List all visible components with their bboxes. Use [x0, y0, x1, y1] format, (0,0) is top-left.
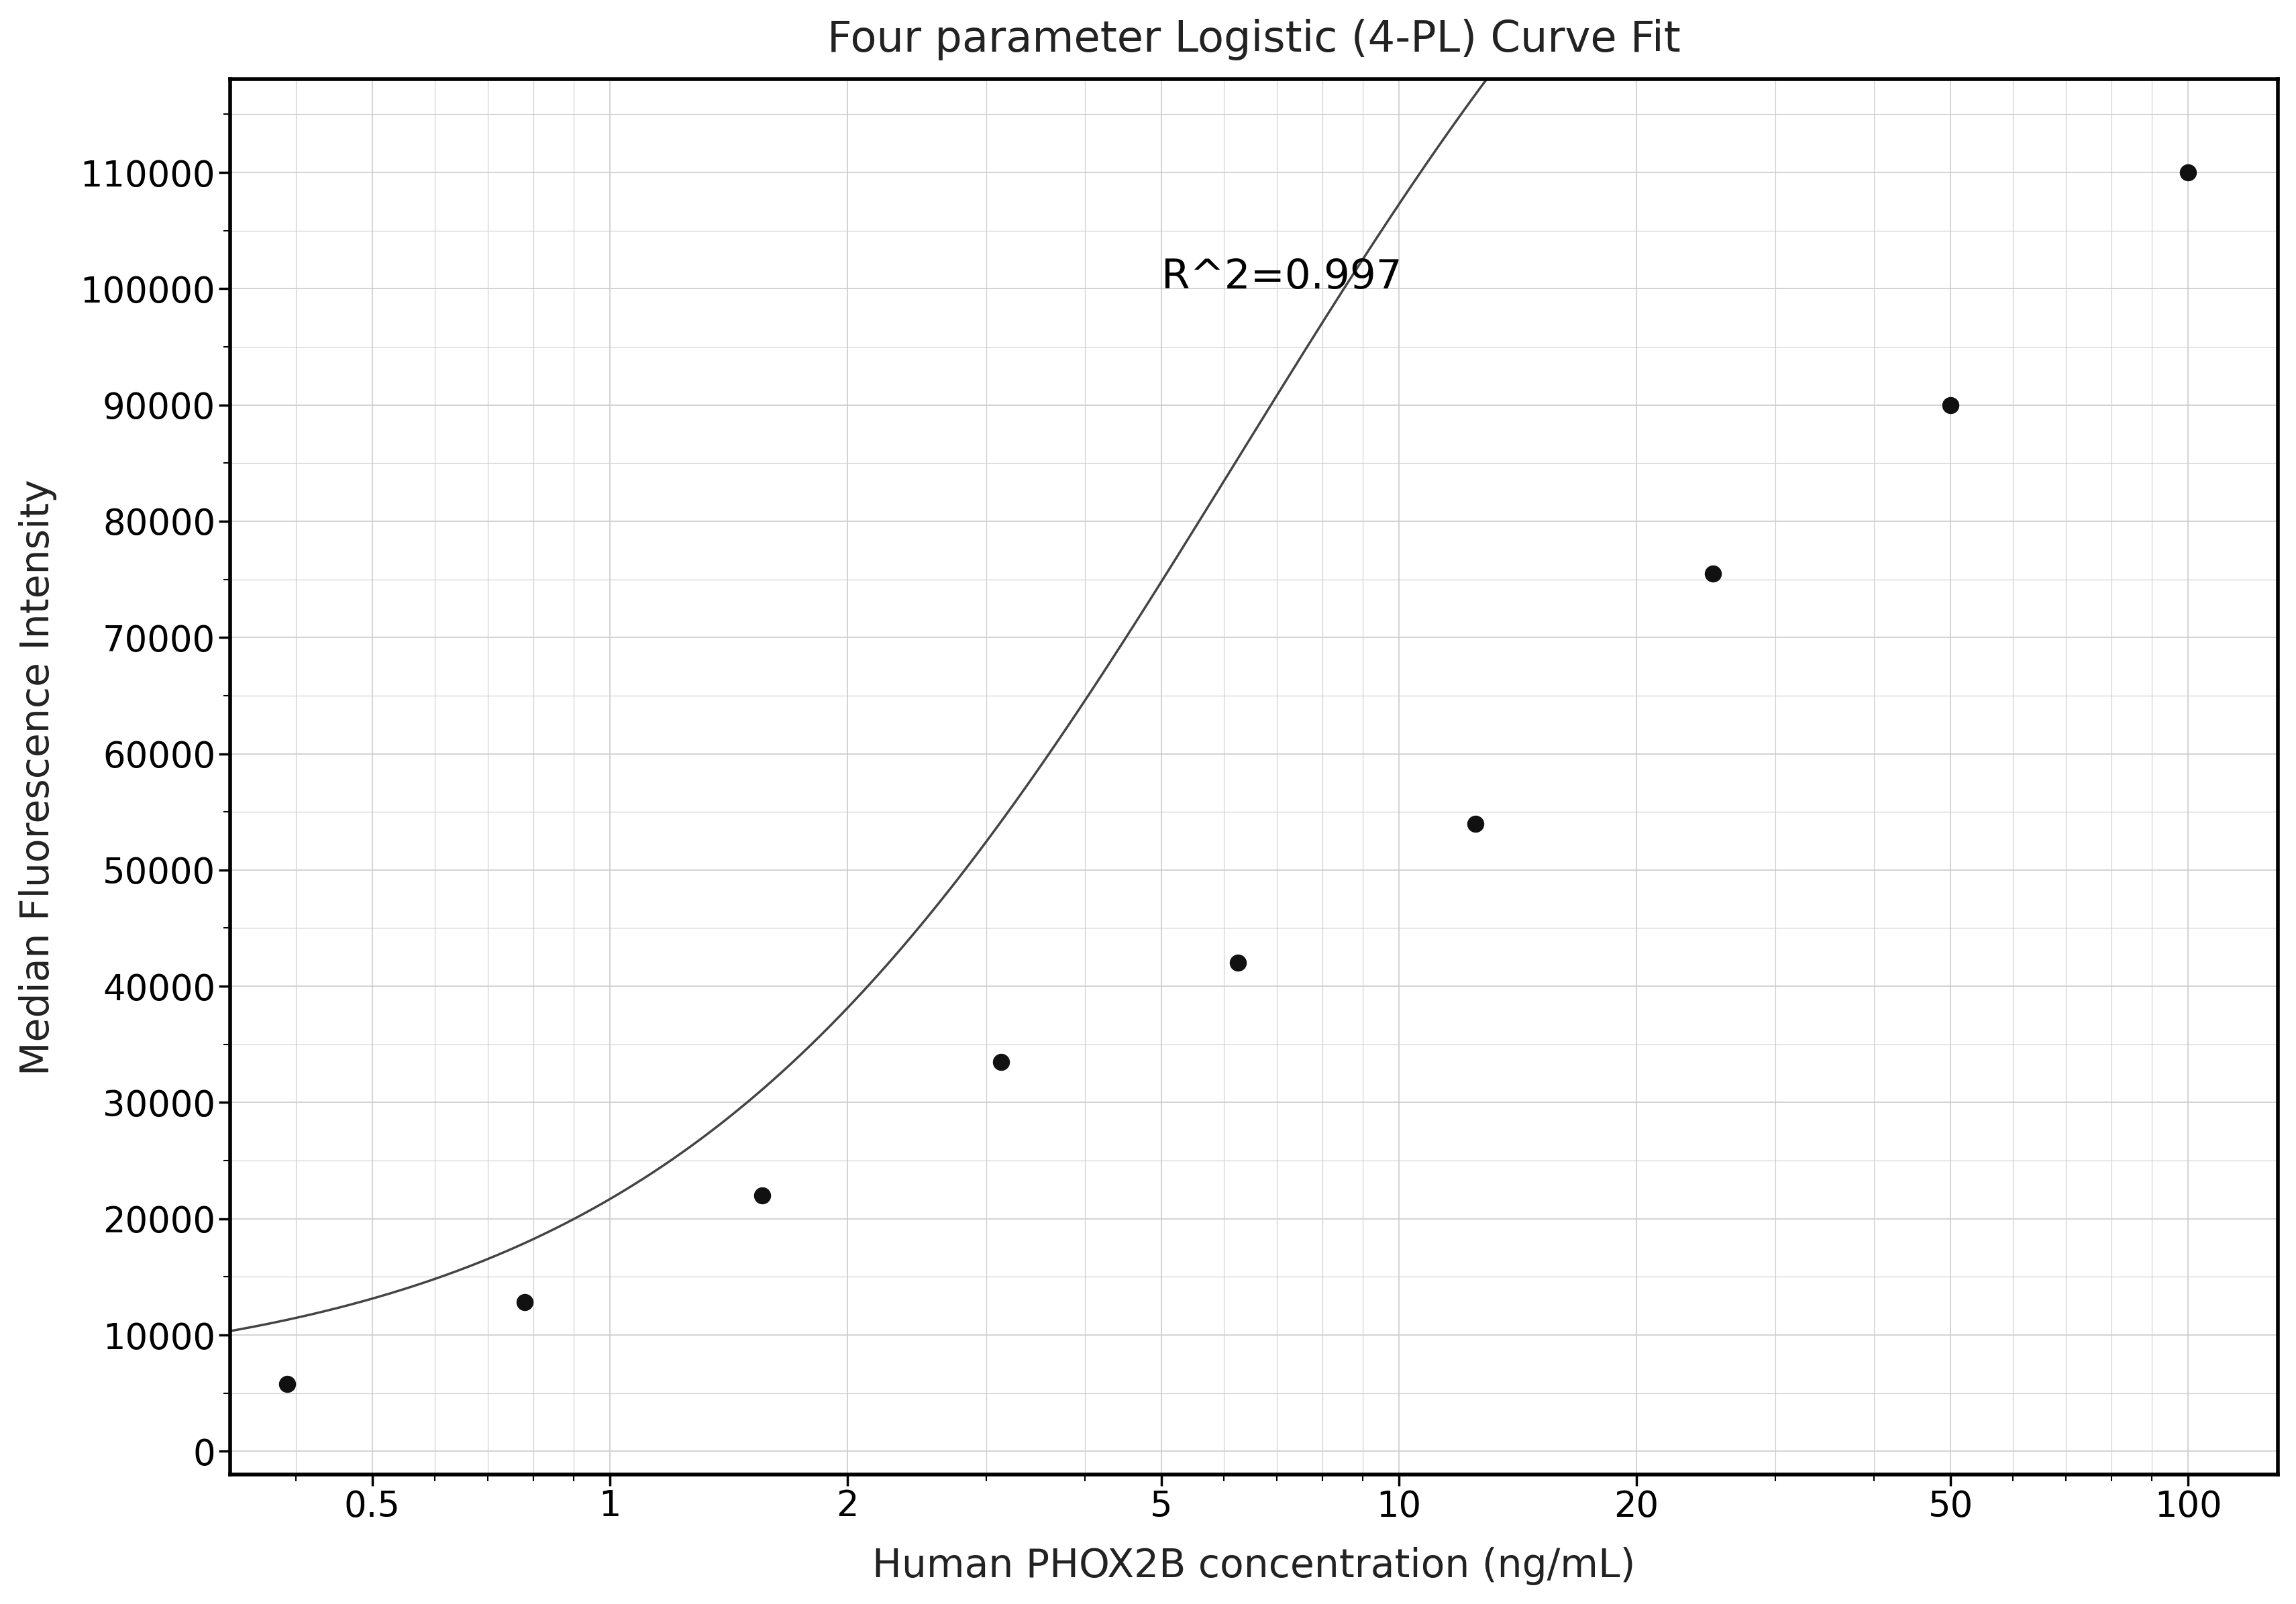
Point — [744, 1182, 781, 1208]
Point — [983, 1049, 1019, 1075]
Point — [1694, 561, 1731, 587]
Point — [1931, 391, 1968, 417]
Title: Four parameter Logistic (4-PL) Curve Fit: Four parameter Logistic (4-PL) Curve Fit — [827, 19, 1681, 61]
Point — [1219, 950, 1256, 975]
Point — [2170, 160, 2206, 186]
X-axis label: Human PHOX2B concentration (ng/mL): Human PHOX2B concentration (ng/mL) — [872, 1548, 1635, 1585]
Point — [505, 1290, 542, 1315]
Text: R^2=0.997: R^2=0.997 — [1162, 258, 1401, 297]
Point — [1456, 810, 1492, 836]
Point — [269, 1371, 305, 1397]
Y-axis label: Median Fluorescence Intensity: Median Fluorescence Intensity — [18, 480, 57, 1075]
